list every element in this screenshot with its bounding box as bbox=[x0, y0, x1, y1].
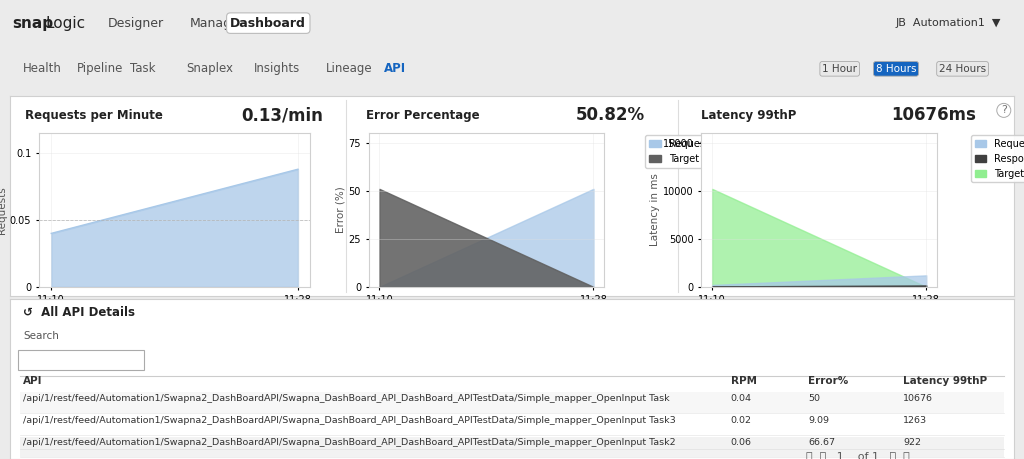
X-axis label: Time: Time bbox=[162, 307, 187, 317]
Text: Dashboard: Dashboard bbox=[230, 17, 306, 30]
Text: 10676: 10676 bbox=[903, 393, 933, 403]
Text: /api/1/rest/feed/Automation1/Swapna2_DashBoardAPI/Swapna_DashBoard_API_DashBoard: /api/1/rest/feed/Automation1/Swapna2_Das… bbox=[24, 416, 676, 425]
Text: Pipeline: Pipeline bbox=[77, 62, 123, 75]
Text: ?: ? bbox=[1000, 106, 1007, 115]
Text: 10676ms: 10676ms bbox=[891, 106, 976, 124]
Text: API: API bbox=[384, 62, 407, 75]
Text: Designer: Designer bbox=[108, 17, 164, 30]
Y-axis label: Requests: Requests bbox=[0, 186, 7, 234]
Text: 24 Hours: 24 Hours bbox=[939, 64, 986, 74]
Text: Insights: Insights bbox=[254, 62, 300, 75]
Bar bbox=[20, 414, 1004, 435]
Text: Requests per Minute: Requests per Minute bbox=[25, 109, 163, 122]
Y-axis label: Latency in ms: Latency in ms bbox=[650, 174, 660, 246]
Text: API: API bbox=[24, 376, 43, 386]
Text: Latency 99thP: Latency 99thP bbox=[903, 376, 987, 386]
Text: snap: snap bbox=[12, 16, 53, 31]
Text: 8 Hours: 8 Hours bbox=[876, 64, 916, 74]
Text: Manager: Manager bbox=[189, 17, 245, 30]
Text: Lineage: Lineage bbox=[326, 62, 373, 75]
Text: 922: 922 bbox=[903, 438, 922, 447]
X-axis label: Selected Time Range: Selected Time Range bbox=[764, 307, 874, 317]
Bar bbox=[20, 437, 1004, 458]
Text: 9.09: 9.09 bbox=[808, 416, 829, 425]
Text: Error Percentage: Error Percentage bbox=[366, 109, 479, 122]
Text: /api/1/rest/feed/Automation1/Swapna2_DashBoardAPI/Swapna_DashBoard_API_DashBoard: /api/1/rest/feed/Automation1/Swapna2_Das… bbox=[24, 438, 676, 447]
Text: 1 Hour: 1 Hour bbox=[822, 64, 857, 74]
Text: 0.04: 0.04 bbox=[731, 393, 752, 403]
Text: Task: Task bbox=[130, 62, 156, 75]
Legend: Request, Response, Target: Request, Response, Target bbox=[971, 135, 1024, 182]
Text: ⏮  ⏪   1    of 1   ⏩  ⏭: ⏮ ⏪ 1 of 1 ⏩ ⏭ bbox=[806, 451, 910, 459]
Text: Health: Health bbox=[23, 62, 61, 75]
Text: 0.02: 0.02 bbox=[731, 416, 752, 425]
Text: Latency 99thP: Latency 99thP bbox=[700, 109, 797, 122]
Text: ↺  All API Details: ↺ All API Details bbox=[24, 307, 135, 319]
Text: Snaplex: Snaplex bbox=[186, 62, 233, 75]
Legend: Request, Target: Request, Target bbox=[645, 135, 713, 168]
Text: RPM: RPM bbox=[731, 376, 757, 386]
Text: JB  Automation1  ▼: JB Automation1 ▼ bbox=[896, 18, 1001, 28]
Bar bbox=[20, 392, 1004, 413]
Text: 0.13/min: 0.13/min bbox=[242, 106, 323, 124]
Y-axis label: Error (%): Error (%) bbox=[336, 187, 346, 233]
Text: 50.82%: 50.82% bbox=[575, 106, 645, 124]
Text: 50: 50 bbox=[808, 393, 820, 403]
FancyBboxPatch shape bbox=[18, 350, 143, 370]
Text: /api/1/rest/feed/Automation1/Swapna2_DashBoardAPI/Swapna_DashBoard_API_DashBoard: /api/1/rest/feed/Automation1/Swapna2_Das… bbox=[24, 393, 670, 403]
Text: 0.06: 0.06 bbox=[731, 438, 752, 447]
Text: 1263: 1263 bbox=[903, 416, 928, 425]
Text: 66.67: 66.67 bbox=[808, 438, 835, 447]
Text: Logic: Logic bbox=[45, 16, 85, 31]
Text: Error%: Error% bbox=[808, 376, 848, 386]
X-axis label: Time: Time bbox=[474, 307, 499, 317]
Text: Search: Search bbox=[24, 331, 59, 341]
